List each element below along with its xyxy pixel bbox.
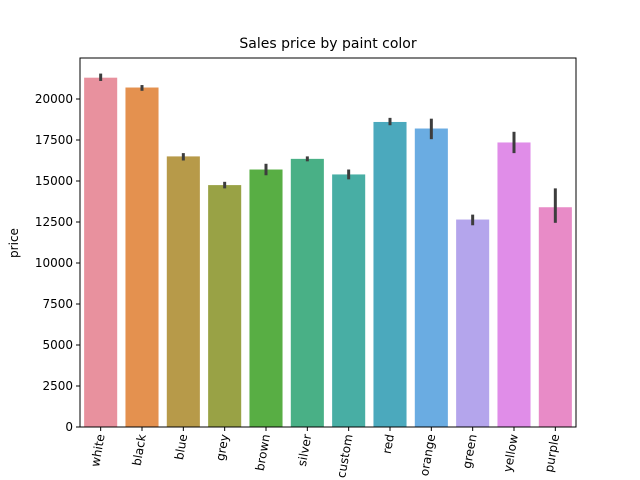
x-tick-label-yellow: yellow: [501, 433, 521, 473]
x-tick-label-red: red: [380, 433, 397, 455]
bar-orange: [414, 128, 448, 427]
bar-black: [125, 87, 159, 428]
y-tick-label: 10000: [35, 256, 73, 270]
bar-red: [373, 121, 407, 428]
chart-title: Sales price by paint color: [239, 36, 417, 52]
bar-grey: [208, 185, 242, 427]
y-tick-label: 5000: [42, 338, 73, 352]
y-tick-label: 7500: [42, 297, 73, 311]
y-axis: 0 2500 5000 7500 10000 12500 15000 17500 20000: [35, 92, 80, 434]
x-tick-label-silver: silver: [295, 433, 314, 467]
x-tick-label-grey: grey: [213, 433, 231, 462]
y-tick-label: 20000: [35, 92, 73, 106]
y-tick-label: 15000: [35, 174, 73, 188]
x-tick-label-green: green: [460, 433, 480, 470]
bar-brown: [249, 169, 283, 427]
bar-purple: [538, 207, 572, 427]
error-bars-group: [99, 73, 557, 226]
y-tick-label: 17500: [35, 133, 73, 147]
x-tick-label-purple: purple: [542, 433, 562, 473]
y-tick-label: 0: [65, 420, 73, 434]
bar-yellow: [497, 142, 531, 427]
plot-frame: [79, 57, 577, 428]
bar-white: [84, 77, 118, 428]
x-tick-label-white: white: [88, 433, 107, 468]
bars-group: [84, 77, 572, 428]
y-axis-label: price: [7, 228, 21, 258]
x-tick-label-brown: brown: [253, 433, 273, 472]
y-tick-label: 12500: [35, 215, 73, 229]
x-tick-label-blue: blue: [172, 433, 190, 461]
y-tick-label: 2500: [42, 379, 73, 393]
bar-custom: [332, 174, 366, 427]
x-tick-label-black: black: [130, 433, 149, 467]
bar-blue: [166, 156, 200, 427]
bar-green: [456, 219, 490, 427]
bar-silver: [290, 158, 324, 428]
